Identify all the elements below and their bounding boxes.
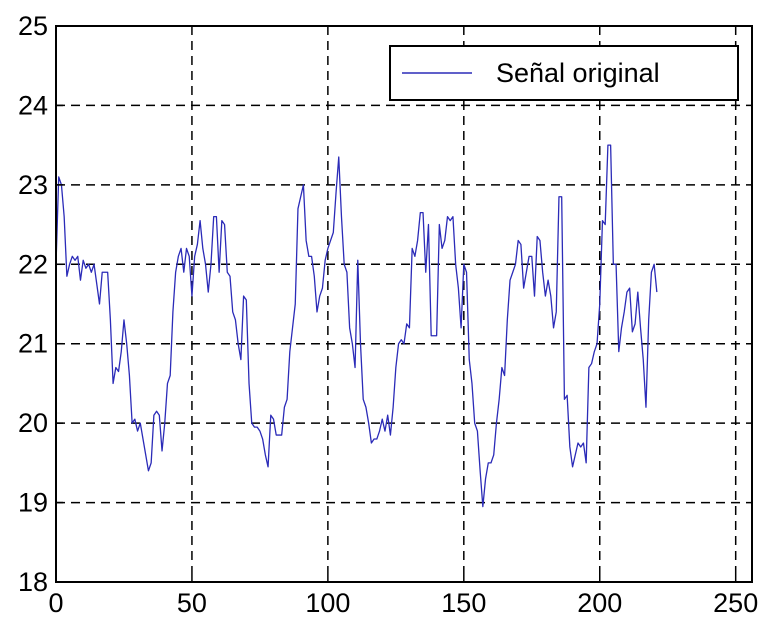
y-tick-label: 24	[18, 90, 48, 120]
y-tick-label: 21	[18, 329, 48, 359]
x-tick-label: 150	[441, 588, 486, 618]
y-tick-label: 20	[18, 408, 48, 438]
y-tick-label: 19	[18, 488, 48, 518]
y-tick-label: 23	[18, 170, 48, 200]
legend: Señal original	[389, 45, 739, 101]
x-tick-label: 100	[305, 588, 350, 618]
y-tick-label: 22	[18, 249, 48, 279]
x-tick-label: 0	[48, 588, 63, 618]
x-tick-label: 50	[177, 588, 207, 618]
x-tick-label: 200	[577, 588, 622, 618]
ticks: 0 50 100 150 200 250 18 19 20 21 22 23 24 25	[18, 11, 758, 618]
axes-frame	[55, 25, 753, 583]
series-line	[55, 144, 658, 508]
y-tick-label: 18	[18, 567, 48, 597]
legend-label: Señal original	[496, 58, 660, 88]
series-layer	[55, 144, 658, 508]
x-tick-label: 250	[713, 588, 758, 618]
y-tick-label: 25	[18, 11, 48, 41]
grid	[56, 26, 752, 582]
